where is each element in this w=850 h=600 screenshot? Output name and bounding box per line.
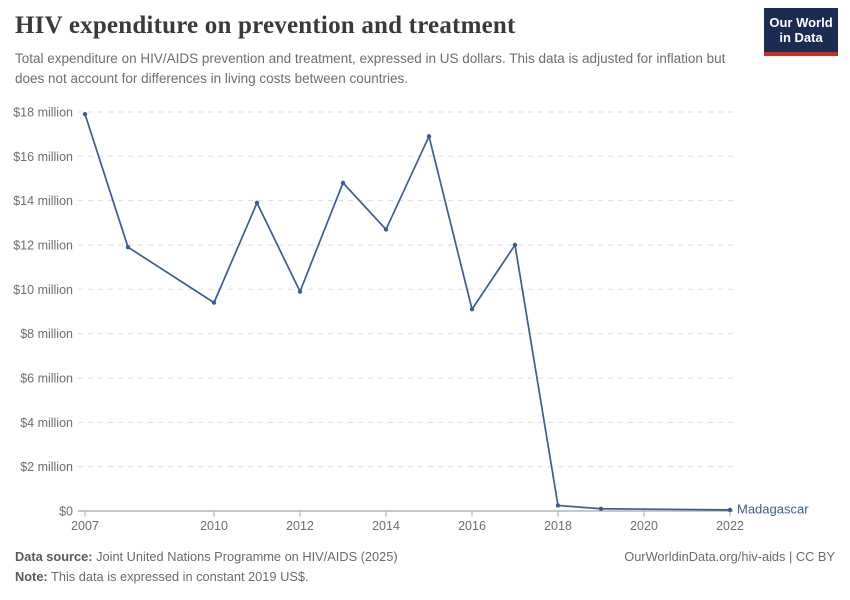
y-tick-label: $16 million bbox=[13, 150, 73, 164]
data-point-marker[interactable] bbox=[82, 111, 88, 117]
x-tick-label: 2018 bbox=[544, 519, 572, 533]
chart-footer: Data source: Joint United Nations Progra… bbox=[15, 547, 835, 588]
data-point-marker[interactable] bbox=[469, 307, 475, 312]
y-tick-label: $0 bbox=[59, 505, 73, 519]
chart-subtitle: Total expenditure on HIV/AIDS prevention… bbox=[15, 51, 726, 86]
note-text: This data is expressed in constant 2019 … bbox=[47, 569, 309, 585]
y-tick-label: $14 million bbox=[13, 194, 73, 208]
x-tick-label: 2010 bbox=[200, 519, 228, 533]
chart-header: HIV expenditure on prevention and treatm… bbox=[15, 12, 755, 88]
data-point-marker[interactable] bbox=[727, 507, 733, 513]
owid-logo-accent-bar bbox=[764, 51, 838, 56]
page-title: HIV expenditure on prevention and treatm… bbox=[15, 12, 516, 39]
owid-logo[interactable]: Our World in Data bbox=[764, 8, 838, 56]
footer-datasource: Data source: Joint United Nations Progra… bbox=[15, 547, 835, 567]
data-point-marker[interactable] bbox=[125, 244, 131, 250]
footer-link[interactable]: OurWorldinData.org/hiv-aids | CC BY bbox=[624, 549, 835, 564]
data-point-marker[interactable] bbox=[426, 134, 432, 139]
datasource-text: Joint United Nations Programme on HIV/AI… bbox=[92, 549, 398, 564]
y-tick-label: $6 million bbox=[20, 371, 73, 385]
y-tick-label: $18 million bbox=[13, 105, 73, 119]
data-point-marker[interactable] bbox=[297, 289, 303, 294]
x-tick-label: 2020 bbox=[630, 519, 658, 533]
data-point-marker[interactable] bbox=[512, 242, 518, 248]
y-tick-label: $8 million bbox=[20, 327, 73, 341]
footer-note: Note: This data is expressed in constant… bbox=[15, 567, 835, 587]
data-point-marker[interactable] bbox=[598, 506, 604, 511]
y-tick-label: $2 million bbox=[20, 460, 73, 474]
y-tick-label: $10 million bbox=[13, 283, 73, 297]
x-tick-label: 2012 bbox=[286, 519, 314, 533]
note-label: Note: bbox=[15, 569, 48, 585]
owid-logo-line2: in Data bbox=[779, 30, 823, 46]
owid-logo-box: Our World in Data bbox=[764, 8, 838, 52]
data-point-marker[interactable] bbox=[383, 227, 389, 232]
y-tick-label: $4 million bbox=[20, 416, 73, 430]
x-tick-label: 2016 bbox=[458, 519, 486, 533]
owid-logo-line1: Our World bbox=[769, 15, 833, 30]
datasource-label: Data source: bbox=[15, 549, 93, 564]
series-label-madagascar[interactable]: Madagascar bbox=[737, 501, 809, 516]
data-point-marker[interactable] bbox=[555, 503, 561, 508]
data-line-madagascar[interactable] bbox=[84, 113, 731, 511]
data-point-marker[interactable] bbox=[340, 180, 346, 186]
x-tick-label: 2022 bbox=[716, 519, 744, 533]
data-point-marker[interactable] bbox=[254, 200, 260, 206]
y-tick-label: $12 million bbox=[13, 238, 73, 252]
x-tick-label: 2014 bbox=[372, 519, 400, 533]
x-tick-label: 2007 bbox=[71, 519, 99, 533]
data-point-marker[interactable] bbox=[211, 300, 217, 305]
